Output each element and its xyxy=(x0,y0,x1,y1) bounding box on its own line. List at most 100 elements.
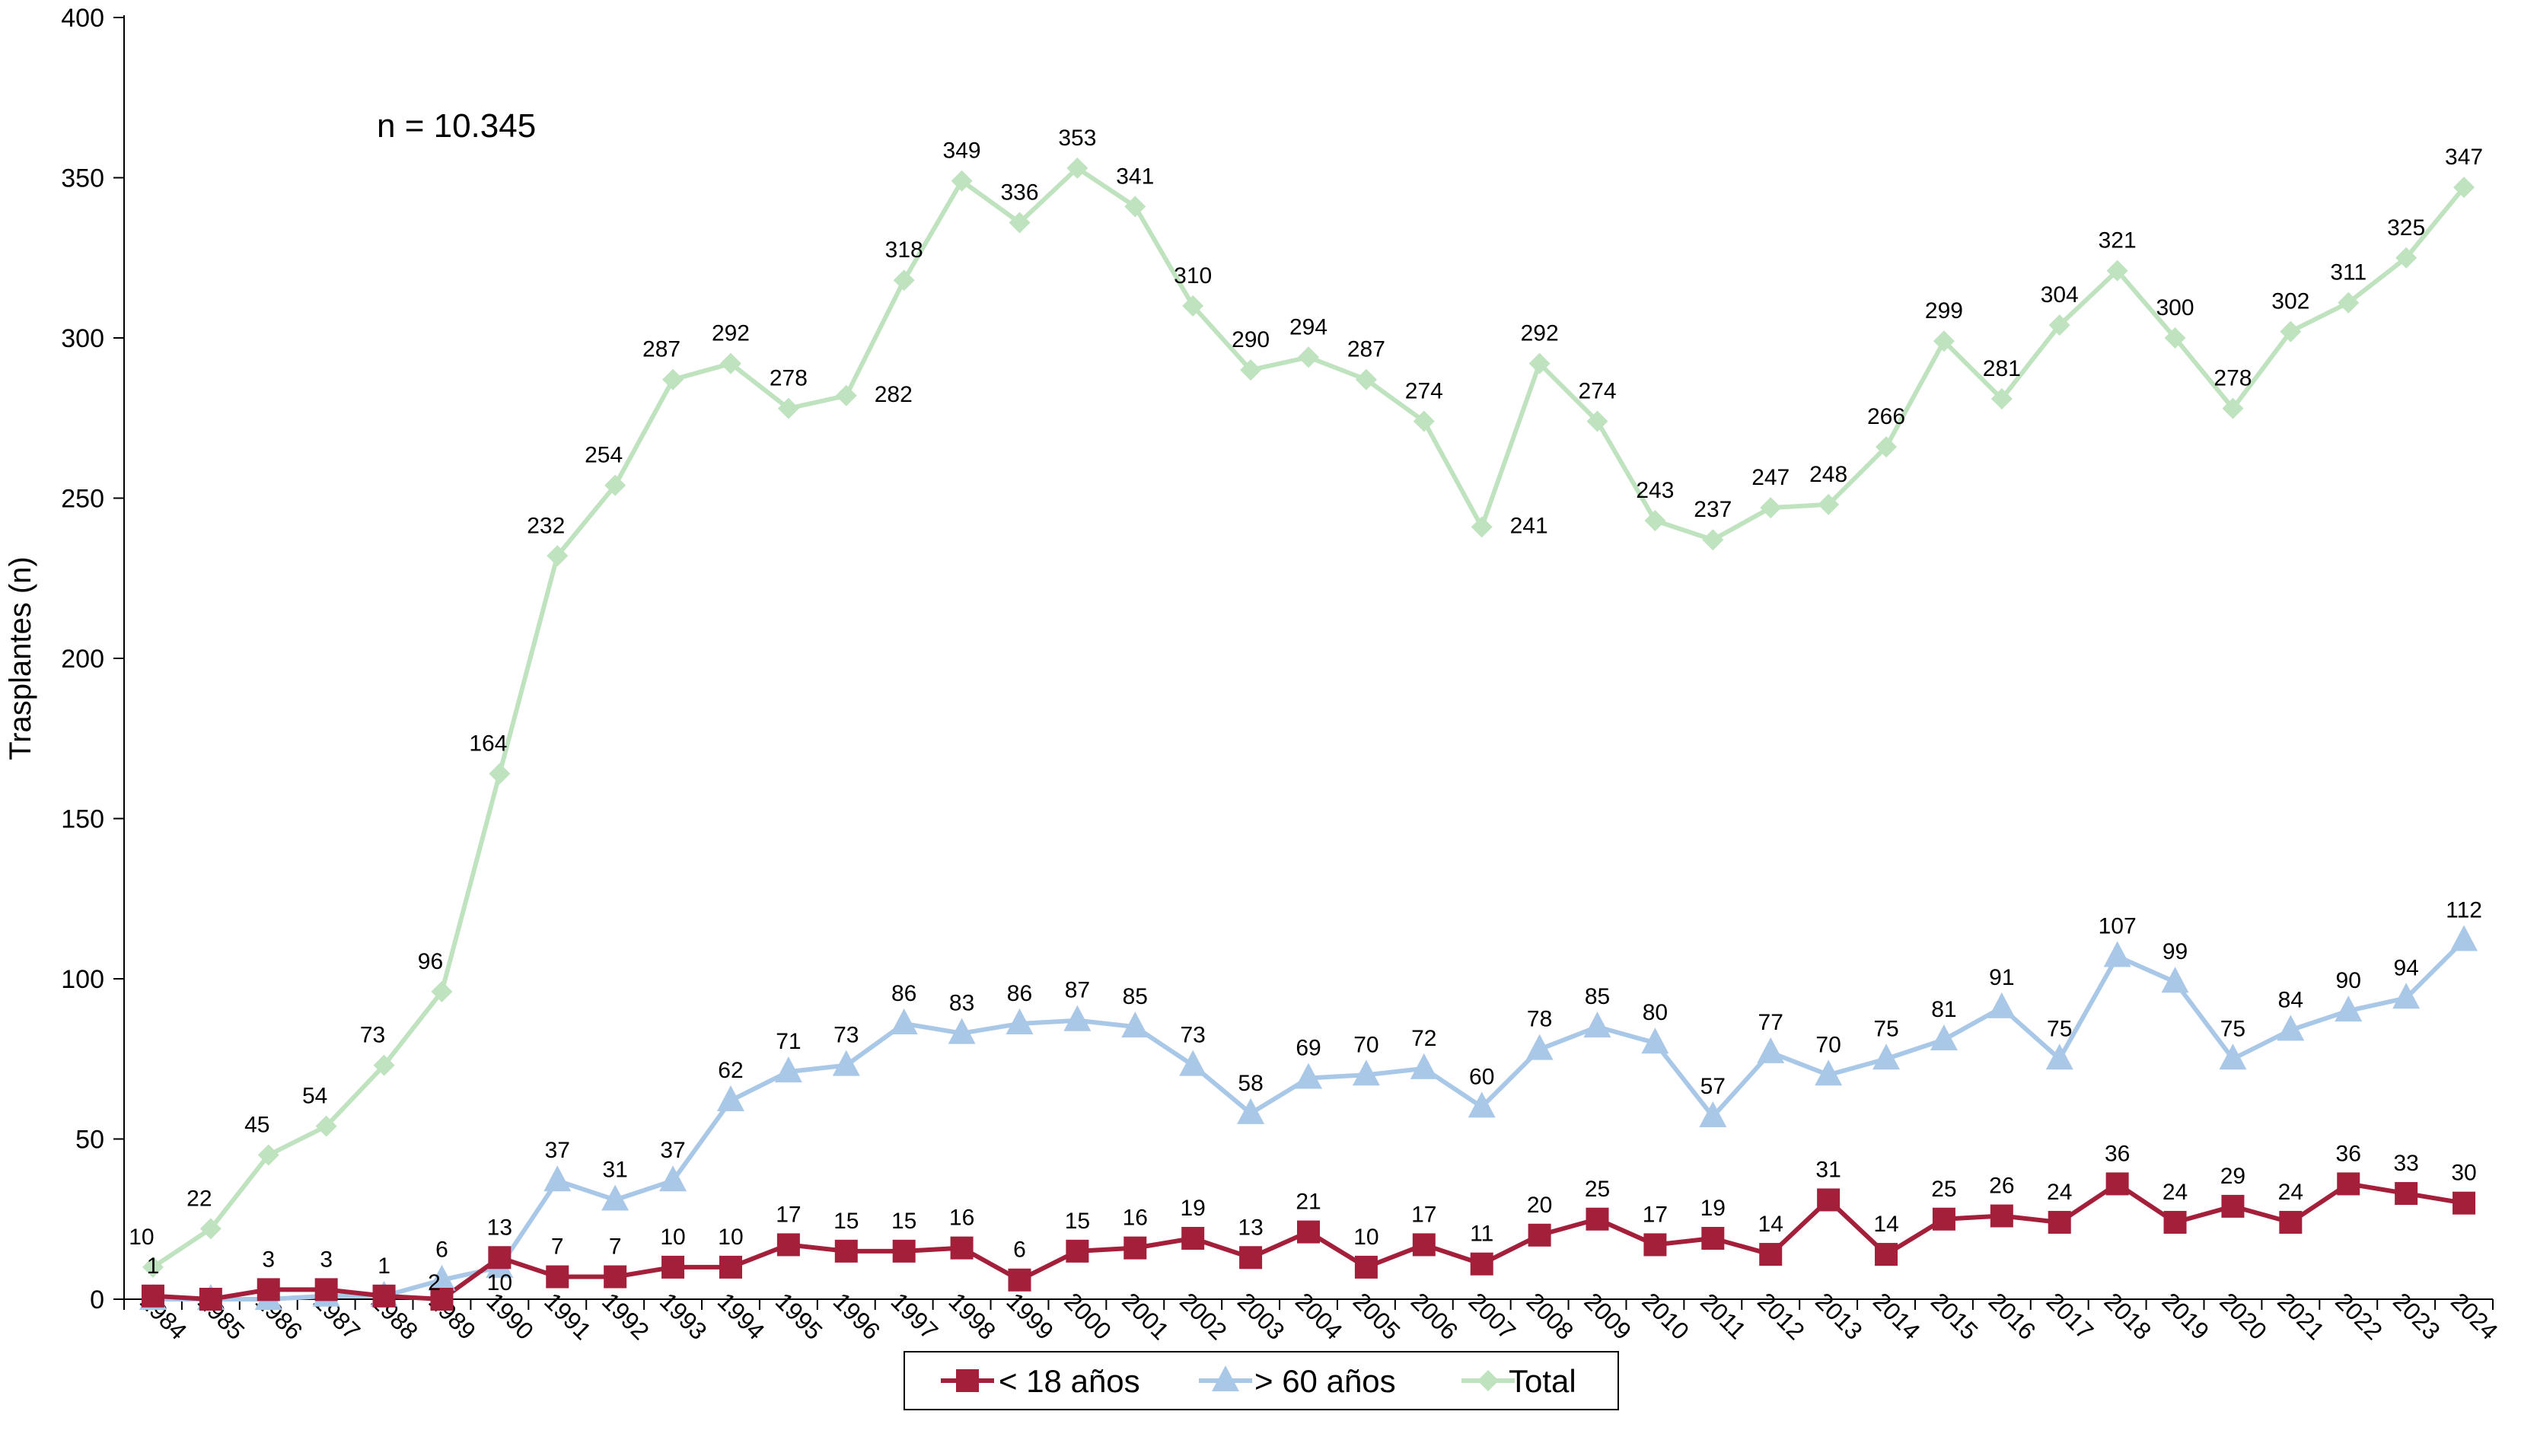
x-tick-label: 2013 xyxy=(1810,1287,1868,1345)
data-label: 24 xyxy=(2278,1180,2303,1205)
data-label: 310 xyxy=(1174,263,1212,288)
x-tick-label: 2006 xyxy=(1406,1287,1464,1345)
data-label: 15 xyxy=(1065,1209,1090,1234)
data-label: 71 xyxy=(776,1029,801,1054)
legend-label: Total xyxy=(1509,1363,1576,1399)
square-marker xyxy=(2337,1172,2360,1196)
data-label: 325 xyxy=(2387,215,2425,241)
data-label: 10 xyxy=(718,1225,743,1250)
diamond-marker xyxy=(2338,292,2360,314)
diamond-marker xyxy=(1990,387,2013,409)
y-tick-label: 50 xyxy=(75,1126,104,1155)
data-label: 24 xyxy=(2163,1180,2188,1205)
data-label: 287 xyxy=(642,337,680,362)
data-label: 19 xyxy=(1181,1196,1206,1221)
data-label: 232 xyxy=(527,513,565,538)
x-tick-label: 2022 xyxy=(2330,1287,2388,1345)
data-label: 247 xyxy=(1751,465,1790,490)
diamond-marker xyxy=(1933,330,1955,352)
diamond-marker xyxy=(1471,516,1493,538)
data-label: 86 xyxy=(1007,981,1032,1006)
square-marker xyxy=(2048,1210,2071,1234)
triangle-marker xyxy=(1237,1098,1265,1124)
data-label: 14 xyxy=(1758,1212,1783,1237)
square-marker xyxy=(1008,1268,1031,1292)
triangle-marker xyxy=(1121,1012,1149,1038)
x-tick-label: 2004 xyxy=(1290,1287,1348,1345)
data-label: 237 xyxy=(1694,497,1732,522)
data-label: 19 xyxy=(1700,1196,1726,1221)
data-label: 17 xyxy=(776,1202,801,1227)
data-label: 30 xyxy=(2451,1161,2476,1186)
x-tick-label: 2001 xyxy=(1117,1287,1174,1345)
triangle-marker xyxy=(1295,1063,1322,1089)
data-label: 20 xyxy=(1527,1193,1552,1218)
data-label: 6 xyxy=(435,1238,448,1263)
data-label: 13 xyxy=(1238,1215,1263,1240)
diamond-marker xyxy=(719,352,741,374)
triangle-marker xyxy=(2161,967,2189,993)
x-tick-label: 2008 xyxy=(1521,1287,1579,1345)
data-label: 85 xyxy=(1123,984,1148,1009)
data-label: 26 xyxy=(1989,1174,2014,1199)
diamond-marker xyxy=(2106,260,2128,282)
diamond-marker xyxy=(2048,314,2070,336)
data-label: 17 xyxy=(1643,1202,1668,1227)
data-label: 90 xyxy=(2336,968,2361,993)
x-tick-label: 2000 xyxy=(1059,1287,1117,1345)
data-label: 107 xyxy=(2099,914,2137,939)
diamond-marker xyxy=(199,1218,222,1240)
data-label: 302 xyxy=(2271,289,2309,314)
triangle-marker xyxy=(2335,996,2363,1022)
diamond-marker xyxy=(1240,359,1262,381)
x-tick-label: 2019 xyxy=(2156,1287,2214,1345)
y-tick-label: 350 xyxy=(61,164,104,193)
data-label: 94 xyxy=(2393,955,2418,980)
data-label: 73 xyxy=(360,1023,385,1048)
square-marker xyxy=(719,1255,742,1279)
triangle-marker xyxy=(659,1165,687,1192)
diamond-marker xyxy=(1477,1370,1499,1391)
x-tick-label: 2021 xyxy=(2272,1287,2330,1345)
data-label: 77 xyxy=(1758,1010,1783,1035)
data-label: 54 xyxy=(302,1084,327,1109)
data-label: 10 xyxy=(129,1225,154,1250)
data-label: 248 xyxy=(1809,462,1847,487)
y-tick-label: 100 xyxy=(61,965,104,994)
x-tick-label: 2017 xyxy=(2041,1287,2099,1345)
diamond-marker xyxy=(1413,410,1435,432)
data-label: 278 xyxy=(770,366,808,391)
x-tick-label: 2016 xyxy=(1984,1287,2041,1345)
data-label: 37 xyxy=(545,1138,570,1163)
data-label: 57 xyxy=(1700,1074,1726,1099)
x-tick-label: 2003 xyxy=(1232,1287,1290,1345)
data-label: 70 xyxy=(1353,1032,1378,1057)
data-label: 290 xyxy=(1232,327,1270,352)
diamond-marker xyxy=(1876,436,1898,458)
data-label: 69 xyxy=(1296,1036,1321,1061)
diamond-marker xyxy=(315,1115,337,1137)
square-marker xyxy=(1470,1252,1493,1276)
data-label: 299 xyxy=(1925,298,1963,323)
data-label: 254 xyxy=(585,443,623,468)
triangle-marker xyxy=(1987,992,2016,1018)
diamond-marker xyxy=(142,1256,164,1278)
y-tick-label: 300 xyxy=(61,324,104,353)
data-label: 15 xyxy=(833,1209,859,1234)
square-marker xyxy=(141,1284,164,1308)
triangle-marker xyxy=(1757,1037,1785,1063)
data-label: 294 xyxy=(1289,314,1327,339)
x-tick-label: 2005 xyxy=(1348,1287,1406,1345)
square-marker xyxy=(1586,1207,1609,1231)
y-tick-label: 150 xyxy=(61,805,104,834)
triangle-marker xyxy=(2277,1015,2305,1041)
data-label: 10 xyxy=(660,1225,685,1250)
diamond-marker xyxy=(893,269,915,292)
data-label: 21 xyxy=(1296,1190,1321,1215)
legend-label: < 18 años xyxy=(999,1363,1140,1399)
diamond-marker xyxy=(431,980,453,1002)
data-label: 29 xyxy=(2220,1164,2245,1189)
data-label: 16 xyxy=(949,1206,974,1231)
triangle-marker xyxy=(774,1056,802,1083)
